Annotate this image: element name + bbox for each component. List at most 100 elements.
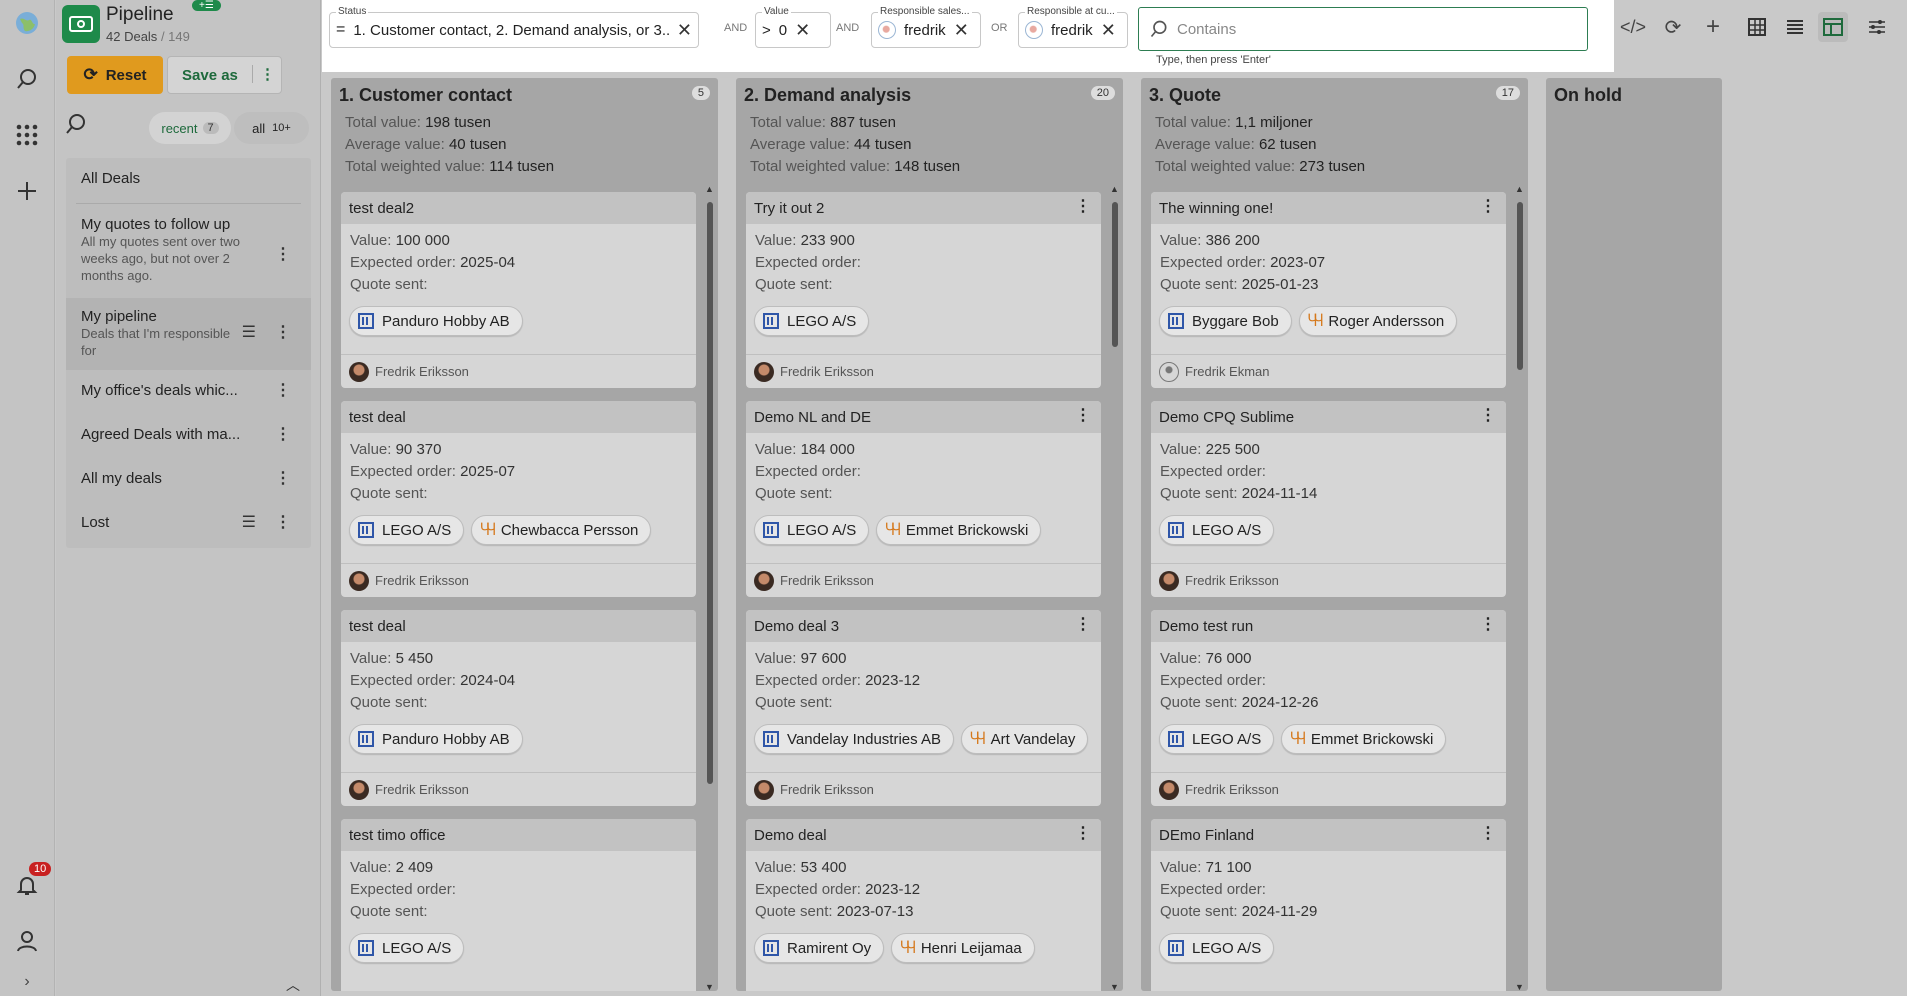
scrollbar[interactable]: ▲ ▼ [1110,184,1119,991]
card-quote-sent: Quote sent: 2024-12-26 [1160,694,1319,711]
refresh-icon[interactable]: ⟳ [1664,16,1682,39]
more-icon[interactable]: ⋮ [1480,407,1496,424]
card-chips: Ramirent Oy ႷႷ Henri Leijamaa [746,923,1101,971]
table-view-icon[interactable] [1742,12,1772,42]
list-item[interactable]: My office's deals whic... ⋮ [81,382,291,399]
company-chip[interactable]: LEGO A/S [1159,515,1275,545]
list-view-icon[interactable] [1780,12,1810,42]
company-chip[interactable]: LEGO A/S [1159,933,1275,963]
avatar [1159,779,1179,800]
building-icon [763,522,779,538]
collapse-chevron-icon[interactable]: ︿ [286,977,300,993]
more-icon[interactable]: ⋮ [275,514,291,531]
deal-card[interactable]: test timo office Value: 2 409 Expected ord… [341,819,696,991]
code-icon[interactable]: </> [1619,16,1647,37]
more-icon[interactable]: ⋮ [1075,407,1091,424]
more-icon[interactable]: ⋮ [252,65,275,83]
building-icon [763,731,779,747]
scrollbar[interactable]: ▲ ▼ [705,184,714,991]
company-chip[interactable]: LEGO A/S [754,515,870,545]
deal-card[interactable]: test deal Value: 5 450 Expected order: 202… [341,610,696,806]
scrollbar[interactable]: ▲ ▼ [1515,184,1524,991]
sliders-icon[interactable]: ☰ [241,324,256,341]
add-icon[interactable]: + [1705,13,1720,40]
deal-card[interactable]: The winning one! ⋮ Value: 386 200 Expected … [1151,192,1506,388]
contact-chip[interactable]: ႷႷ Art Vandelay [960,724,1089,754]
value-filter[interactable]: Value > 0 ✕ [755,6,831,48]
deal-card[interactable]: Try it out 2 ⋮ Value: 233 900 Expected orde… [746,192,1101,388]
tab-recent[interactable]: recent 7 [149,112,231,144]
contact-chip[interactable]: ႷႷ Emmet Brickowski [876,515,1042,545]
people-icon: ႷႷ [900,940,916,957]
company-chip[interactable]: Panduro Hobby AB [349,724,523,754]
contact-chip[interactable]: ႷႷ Roger Andersson [1298,306,1458,336]
company-chip[interactable]: LEGO A/S [349,515,465,545]
deal-card[interactable]: Demo deal ⋮ Value: 53 400 Expected order: 2… [746,819,1101,991]
company-chip[interactable]: Ramirent Oy [754,933,885,963]
close-icon[interactable]: ✕ [676,20,692,40]
column-title: On hold [1554,85,1622,105]
board-view-icon[interactable] [1818,12,1848,42]
sliders-icon[interactable]: ☰ [241,514,256,531]
bell-icon[interactable]: 10 [12,862,52,900]
list-item[interactable]: Agreed Deals with ma... ⋮ [81,426,291,443]
card-owner: Fredrik Eriksson [1151,563,1506,597]
add-badge[interactable]: +☰ [192,0,221,11]
company-chip[interactable]: Panduro Hobby AB [349,306,523,336]
deal-card[interactable]: Demo NL and DE ⋮ Value: 184 000 Expected or… [746,401,1101,597]
deal-card[interactable]: Demo deal 3 ⋮ Value: 97 600 Expected order:… [746,610,1101,806]
list-item[interactable]: All my deals ⋮ [81,470,291,487]
close-icon[interactable]: ✕ [1100,20,1116,40]
pipeline-logo [62,5,100,43]
contact-chip[interactable]: ႷႷ Chewbacca Persson [471,515,652,545]
list-item[interactable]: My quotes to follow up All my quotes sent… [81,216,291,283]
building-icon [358,940,374,956]
globe-icon[interactable] [12,8,42,38]
deal-card[interactable]: DEmo Finland ⋮ Value: 71 100 Expected order… [1151,819,1506,991]
search-icon[interactable] [12,64,42,94]
more-icon[interactable]: ⋮ [1480,825,1496,842]
deal-card[interactable]: test deal Value: 90 370 Expected order: 20… [341,401,696,597]
company-chip[interactable]: LEGO A/S [1159,724,1275,754]
more-icon[interactable]: ⋮ [1075,198,1091,215]
list-item[interactable]: My pipeline Deals that I'm responsible fo… [66,298,311,370]
list-item[interactable]: All Deals [76,170,301,204]
tab-all[interactable]: all 10+ [234,112,309,144]
contact-chip[interactable]: ႷႷ Henri Leijamaa [891,933,1035,963]
company-chip[interactable]: LEGO A/S [349,933,465,963]
more-icon[interactable]: ⋮ [275,324,291,341]
close-icon[interactable]: ✕ [795,20,811,40]
list-item[interactable]: Lost ☰ ⋮ [81,514,291,531]
more-icon[interactable]: ⋮ [275,246,291,263]
company-chip[interactable]: LEGO A/S [754,306,870,336]
deal-card[interactable]: Demo CPQ Sublime ⋮ Value: 225 500 Expected … [1151,401,1506,597]
more-icon[interactable]: ⋮ [1075,825,1091,842]
search-input[interactable]: Contains [1138,7,1588,51]
company-chip[interactable]: Vandelay Industries AB [754,724,954,754]
more-icon[interactable]: ⋮ [1480,198,1496,215]
apps-grid-icon[interactable] [12,120,42,150]
more-icon[interactable]: ⋮ [1480,616,1496,633]
deal-card[interactable]: Demo test run ⋮ Value: 76 000 Expected orde… [1151,610,1506,806]
expand-chevron-icon[interactable]: › [24,973,30,990]
contact-chip[interactable]: ႷႷ Emmet Brickowski [1281,724,1447,754]
settings-sliders-icon[interactable] [1862,12,1892,42]
card-quote-sent: Quote sent: 2023-07-13 [755,903,914,920]
responsible-customer-filter[interactable]: Responsible at cu... fredrik ✕ [1018,6,1128,48]
user-icon[interactable] [12,926,42,956]
filter-bar: Status = 1. Customer contact, 2. Demand … [322,0,1614,72]
more-icon[interactable]: ⋮ [1075,616,1091,633]
more-icon[interactable]: ⋮ [275,426,291,443]
close-icon[interactable]: ✕ [953,20,969,40]
deal-card[interactable]: test deal2 Value: 100 000 Expected order: … [341,192,696,388]
company-chip[interactable]: Byggare Bob [1159,306,1292,336]
plus-icon[interactable] [12,176,42,206]
save-as-button[interactable]: Save as ⋮ [167,56,282,94]
card-chips: LEGO A/S [341,923,696,971]
status-filter[interactable]: Status = 1. Customer contact, 2. Demand … [329,6,699,48]
responsible-sales-filter[interactable]: Responsible sales... fredrik ✕ [871,6,981,48]
more-icon[interactable]: ⋮ [275,382,291,399]
more-icon[interactable]: ⋮ [275,470,291,487]
reset-button[interactable]: ⟳ Reset [67,56,163,94]
search-lists-icon[interactable] [64,112,88,139]
